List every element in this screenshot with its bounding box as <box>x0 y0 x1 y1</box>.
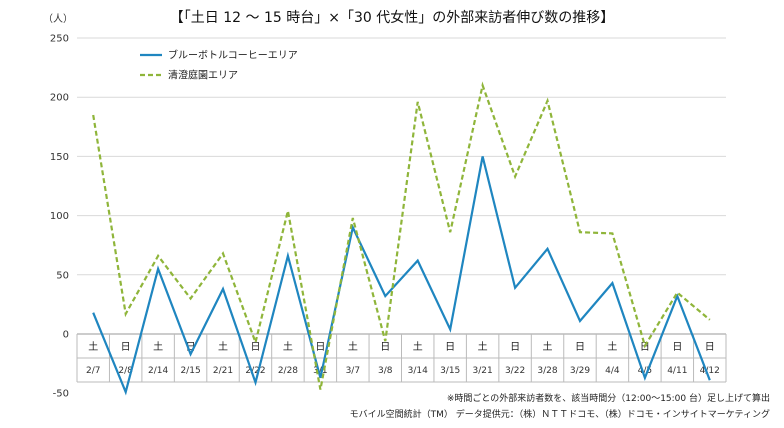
y-axis-label: （人） <box>43 13 73 25</box>
y-tick-label: 50 <box>56 270 69 281</box>
x-date-label: 2/7 <box>86 366 100 376</box>
x-date-label: 3/28 <box>537 366 557 376</box>
y-axis-ticks: -50 0 50 100 150 200 250 <box>50 34 69 400</box>
x-date-label: 3/1 <box>313 366 327 376</box>
x-day-label: 日 <box>315 342 325 353</box>
footnote-source: モバイル空間統計（TM） データ提供元：（株）ＮＴＴドコモ、（株）ドコモ・インサ… <box>350 408 770 420</box>
y-tick-label: 100 <box>50 211 69 222</box>
series-line-blue-bottle <box>92 156 711 396</box>
y-tick-label: 250 <box>50 34 69 45</box>
x-day-label: 日 <box>672 342 682 353</box>
y-tick-label: 150 <box>50 152 69 163</box>
x-day-label: 土 <box>88 340 98 353</box>
y-tick-label: -50 <box>53 389 69 400</box>
x-day-label: 土 <box>543 340 553 353</box>
x-day-label: 日 <box>445 342 455 353</box>
x-date-label: 2/21 <box>213 366 233 376</box>
y-tick-label: 200 <box>50 93 69 104</box>
x-day-label: 土 <box>478 340 488 353</box>
footnote-calculation: ※時間ごとの外部来訪者数を、該当時間分（12:00〜15:00 台）足し上げて算… <box>447 392 770 404</box>
x-day-label: 土 <box>348 340 358 353</box>
grid <box>77 37 726 276</box>
x-day-label: 日 <box>121 342 131 353</box>
x-day-label: 日 <box>250 342 260 353</box>
x-date-label: 3/22 <box>505 366 525 376</box>
series-line-kiyosumi-garden <box>92 81 711 390</box>
x-day-label: 土 <box>283 340 293 353</box>
x-axis-table: 土 2/7 日 2/8 土 2/14 日 2/15 土 2/21 日 2/22 土 2/28 日 3/1 土 3/… <box>76 333 727 383</box>
x-date-label: 2/22 <box>245 366 265 376</box>
legend-label: ブルーボトルコーヒーエリア <box>168 49 298 62</box>
chart-title: 【「土日 12 ～ 15 時台」×「30 代女性」の外部来訪者伸び数の推移】 <box>170 9 614 26</box>
x-date-label: 4/4 <box>605 366 620 376</box>
x-date-label: 3/29 <box>570 366 590 376</box>
x-day-label: 土 <box>218 340 228 353</box>
x-date-label: 3/8 <box>378 366 393 376</box>
x-day-label: 日 <box>380 342 390 353</box>
x-day-label: 日 <box>510 342 520 353</box>
x-date-label: 3/14 <box>408 366 428 376</box>
x-date-label: 4/12 <box>700 366 720 376</box>
series-lines <box>92 81 711 396</box>
x-date-label: 2/14 <box>148 366 168 376</box>
x-day-label: 土 <box>607 340 617 353</box>
x-date-label: 4/11 <box>667 366 687 376</box>
x-day-label: 土 <box>413 340 423 353</box>
x-date-label: 3/7 <box>346 366 360 376</box>
x-date-label: 2/8 <box>118 366 133 376</box>
x-day-label: 日 <box>186 342 196 353</box>
y-tick-label: 0 <box>63 330 69 341</box>
legend-label: 清澄庭園エリア <box>168 69 238 82</box>
x-date-label: 3/21 <box>473 366 493 376</box>
x-day-label: 日 <box>575 342 585 353</box>
x-date-label: 3/15 <box>440 366 460 376</box>
x-day-label: 土 <box>153 340 163 353</box>
x-date-label: 2/28 <box>278 366 298 376</box>
x-date-label: 4/5 <box>638 366 652 376</box>
x-date-label: 2/15 <box>180 366 200 376</box>
x-day-label: 日 <box>705 342 715 353</box>
